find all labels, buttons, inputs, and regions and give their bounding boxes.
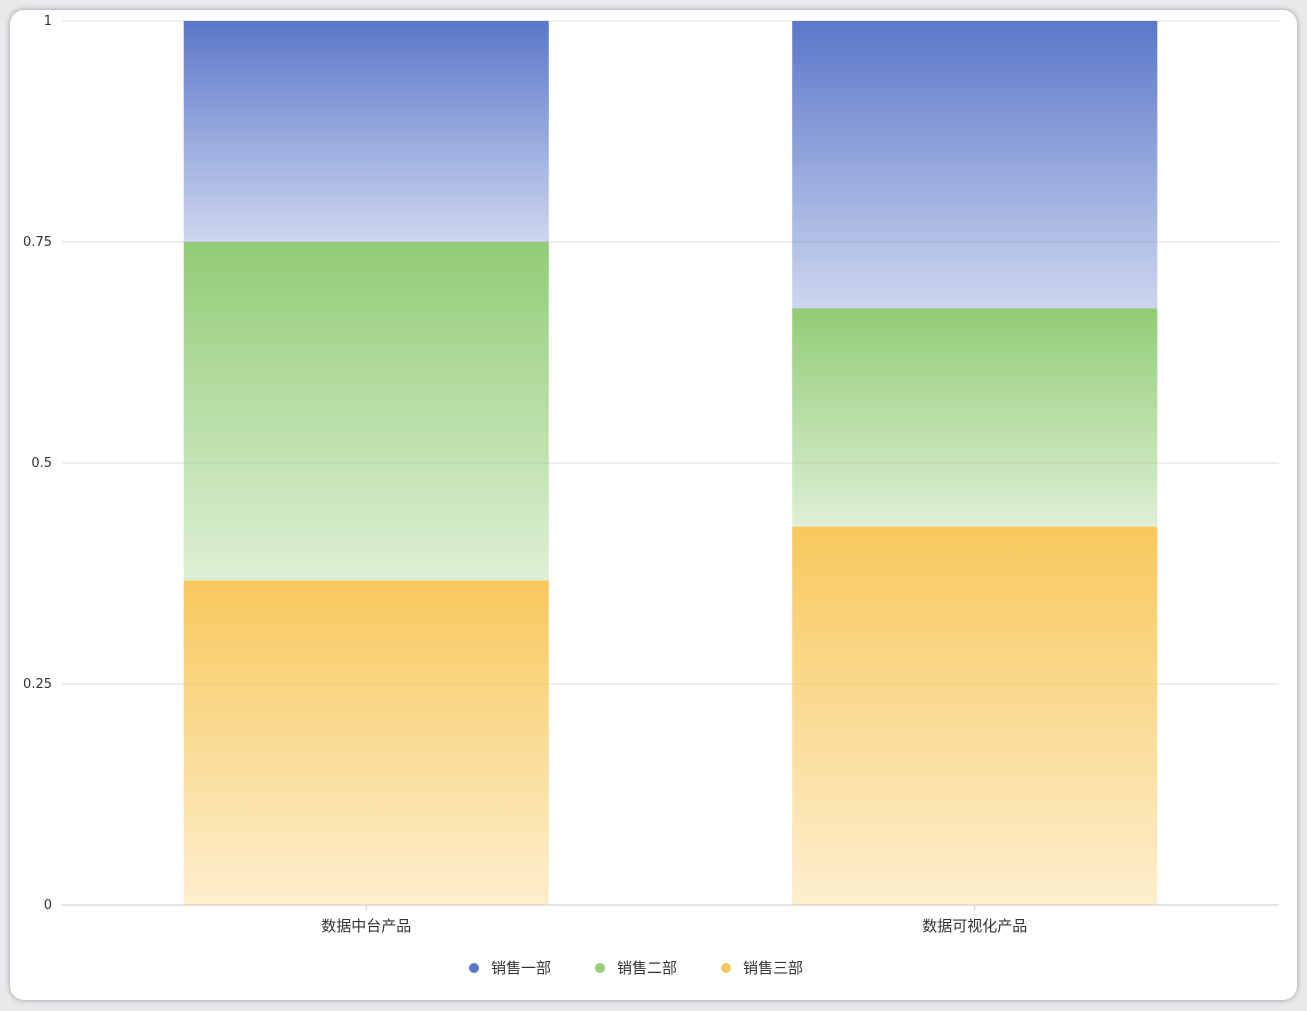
legend-item[interactable]: 销售一部 bbox=[469, 959, 551, 977]
legend-marker bbox=[721, 963, 731, 973]
legend-label: 销售三部 bbox=[743, 959, 803, 977]
y-tick-label: 1 bbox=[44, 14, 52, 29]
y-axis-ticks: 0 0.25 0.5 0.75 1 bbox=[23, 14, 52, 913]
legend-item[interactable]: 销售二部 bbox=[595, 959, 677, 977]
x-category-label: 数据可视化产品 bbox=[922, 917, 1027, 935]
x-category-label: 数据中台产品 bbox=[321, 917, 411, 935]
legend-marker bbox=[595, 963, 605, 973]
y-tick-label: 0.75 bbox=[23, 235, 52, 250]
x-axis: 数据中台产品 数据可视化产品 bbox=[321, 905, 1027, 935]
legend-marker bbox=[469, 963, 479, 973]
legend-label: 销售二部 bbox=[617, 959, 677, 977]
chart-card: 0 0.25 0.5 0.75 1 数据中台产品 数据可视化产品 销售一部 销售二部 销售三部 bbox=[10, 10, 1297, 1000]
bar-segment[interactable] bbox=[792, 21, 1158, 309]
bar-segment[interactable] bbox=[792, 308, 1158, 527]
y-tick-label: 0 bbox=[44, 898, 52, 913]
bar-segment[interactable] bbox=[183, 242, 549, 581]
bars bbox=[183, 21, 1158, 905]
stacked-bar-chart: 0 0.25 0.5 0.75 1 数据中台产品 数据可视化产品 销售一部 销售二部 销售三部 bbox=[23, 14, 1279, 977]
y-tick-label: 0.5 bbox=[31, 456, 52, 471]
legend-item[interactable]: 销售三部 bbox=[721, 959, 803, 977]
legend-label: 销售一部 bbox=[491, 959, 551, 977]
y-tick-label: 0.25 bbox=[23, 677, 52, 692]
legend: 销售一部 销售二部 销售三部 bbox=[469, 959, 803, 977]
bar-segment[interactable] bbox=[792, 526, 1158, 905]
bar-segment[interactable] bbox=[183, 21, 549, 242]
bar-segment[interactable] bbox=[183, 580, 549, 905]
